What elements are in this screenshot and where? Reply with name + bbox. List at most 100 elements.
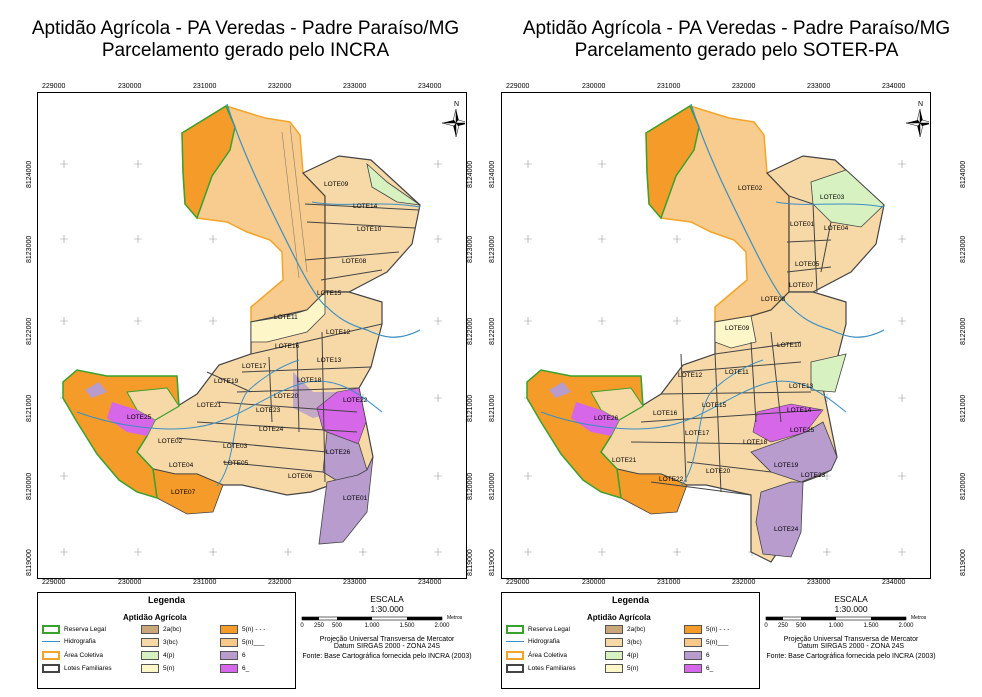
x-tick: 233000 <box>807 83 831 90</box>
scale-block: ESCALA 1:30.000 0 250 500 1.000 1.500 2.… <box>761 594 941 660</box>
lote-label: LOTE08 <box>761 296 786 303</box>
legend-class: 3(bc) <box>605 638 642 647</box>
legend-class: 5(n) - - - <box>684 625 729 634</box>
legend-item: Hidrografia <box>506 638 560 645</box>
lote-label: LOTE13 <box>317 357 342 364</box>
title-line1: Aptidão Agrícola - PA Veredas - Padre Pa… <box>31 18 460 39</box>
lote-label: LOTE17 <box>685 430 710 437</box>
legend-item: Reserva Legal <box>506 625 570 634</box>
lote-label: LOTE21 <box>612 457 637 464</box>
legend-subtitle: Aptidão Agrícola <box>123 613 187 622</box>
y-tick: 8120000 <box>26 472 33 500</box>
map-title: Aptidão Agrícola - PA Veredas - Padre Pa… <box>491 18 982 62</box>
scale-heading: ESCALA <box>834 594 868 604</box>
scale-tick: 0 <box>300 623 304 629</box>
x-tick: 234000 <box>882 579 906 586</box>
river-main <box>226 103 421 338</box>
lote-label: LOTE19 <box>774 462 799 469</box>
reserva-legal-north <box>645 104 700 220</box>
legend-class: 6 <box>220 651 246 660</box>
scale-tick: 500 <box>796 623 807 629</box>
title-line2: Parcelamento gerado pelo INCRA <box>101 40 390 61</box>
lote-label: LOTE06 <box>288 473 313 480</box>
legend-item: Lotes Familiares <box>506 664 576 673</box>
scale-tick: 2.000 <box>434 623 450 629</box>
lote-label: LOTE21 <box>197 402 222 409</box>
lote-label: LOTE23 <box>256 407 281 414</box>
x-tick: 229000 <box>506 579 530 586</box>
lote-label: LOTE20 <box>706 468 731 475</box>
scale-tick: 1.000 <box>364 623 380 629</box>
scale-bar: 0 250 500 1.000 1.500 2.000 Metros <box>300 615 463 629</box>
x-tick: 230000 <box>118 579 142 586</box>
title-line2: Parcelamento gerado pelo SOTER-PA <box>574 40 899 61</box>
lote-label: LOTE18 <box>743 439 768 446</box>
y-tick: 8121000 <box>467 394 474 422</box>
scale-block: ESCALA 1:30.000 0 250 500 1.000 1.500 2.… <box>297 594 477 660</box>
lote-label: LOTE05 <box>224 460 249 467</box>
scale-tick: 250 <box>314 623 325 629</box>
scale-tick: 0 <box>764 623 768 629</box>
x-tick: 231000 <box>657 579 681 586</box>
scale-unit: Metros <box>447 615 463 621</box>
y-tick: 8123000 <box>467 235 474 263</box>
legend-class: 6_ <box>684 664 713 673</box>
legend-class: 5(n) <box>605 664 639 673</box>
scale-tick: 1.000 <box>828 623 844 629</box>
map-title: Aptidão Agrícola - PA Veredas - Padre Pa… <box>0 18 491 62</box>
river-mid <box>680 359 764 487</box>
datum-text: Datum SIRGAS 2000 - ZONA 24S <box>333 643 441 650</box>
lote-label: LOTE09 <box>324 181 349 188</box>
legend-class: 5(n)___ <box>684 638 728 647</box>
title-line1: Aptidão Agrícola - PA Veredas - Padre Pa… <box>522 18 951 39</box>
projection-text: Projeção Universal Transversa de Mercato… <box>319 636 455 643</box>
lote-label: LOTE01 <box>343 495 368 502</box>
x-tick: 233000 <box>343 579 367 586</box>
north-arrow-icon: N <box>905 101 929 138</box>
legend-class: 5(n) - - - <box>220 625 265 634</box>
x-tick: 230000 <box>118 83 142 90</box>
y-tick: 8123000 <box>489 235 496 263</box>
scale-tick: 250 <box>778 623 789 629</box>
y-tick: 8124000 <box>26 160 33 188</box>
x-tick: 229000 <box>506 83 530 90</box>
lote-label: LOTE16 <box>653 410 678 417</box>
legend-class: 2a(bc) <box>605 625 645 634</box>
river-ne <box>775 201 885 208</box>
north-label: N <box>454 101 459 108</box>
x-tick: 231000 <box>193 579 217 586</box>
lote-label: LOTE14 <box>787 407 812 414</box>
x-tick: 233000 <box>807 579 831 586</box>
y-tick: 8119000 <box>26 549 33 576</box>
y-tick: 8122000 <box>467 317 474 345</box>
map-area: N LOTE09 LOTE14 LOTE10 <box>60 101 465 556</box>
lote-label: LOTE15 <box>702 402 727 409</box>
lote-label: LOTE10 <box>357 226 382 233</box>
lote-label: LOTE20 <box>274 393 299 400</box>
lote-label: LOTE15 <box>317 290 342 297</box>
legend-class: 5(n) <box>141 664 175 673</box>
lote-label: LOTE04 <box>824 225 849 232</box>
legend: Legenda Aptidão Agrícola Reserva Legal H… <box>501 592 760 689</box>
lote-label: LOTE22 <box>343 397 368 404</box>
x-tick: 229000 <box>42 83 66 90</box>
x-tick: 234000 <box>418 579 442 586</box>
map-panel-incra: Aptidão Agrícola - PA Veredas - Padre Pa… <box>0 18 491 689</box>
lote-label: LOTE22 <box>659 476 684 483</box>
legend-class: 6_ <box>220 664 249 673</box>
legend-class: 5(n)___ <box>220 638 264 647</box>
scale-tick: 1.500 <box>399 623 415 629</box>
y-tick: 8124000 <box>467 160 474 188</box>
x-tick: 234000 <box>882 83 906 90</box>
y-tick: 8122000 <box>960 317 967 345</box>
reserva-legal-north <box>181 104 236 220</box>
legend-subtitle: Aptidão Agrícola <box>587 613 651 622</box>
x-tick: 230000 <box>582 579 606 586</box>
legend-item: Área Coletiva <box>42 651 103 660</box>
map-panel-soter: Aptidão Agrícola - PA Veredas - Padre Pa… <box>489 0 982 697</box>
lote-label: LOTE16 <box>275 343 300 350</box>
lote-label: LOTE11 <box>274 314 298 321</box>
lote-label: LOTE23 <box>801 472 826 479</box>
lote-label: LOTE12 <box>326 329 351 336</box>
y-tick: 8124000 <box>960 160 967 188</box>
